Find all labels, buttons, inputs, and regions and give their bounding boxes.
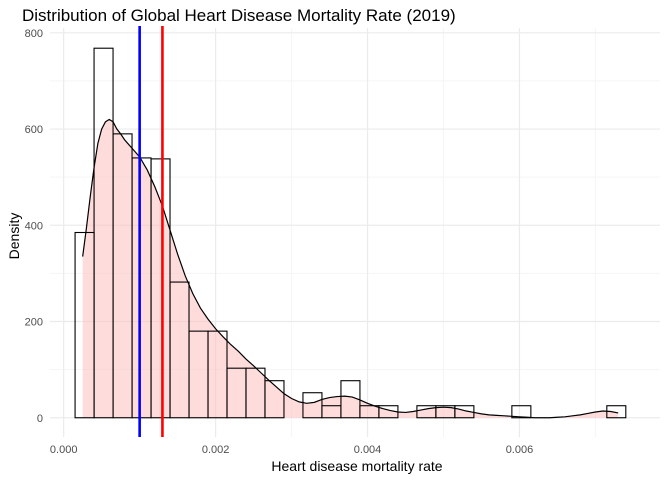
x-tick-label: 0.006 (506, 444, 534, 456)
histogram-bar (511, 405, 532, 419)
x-axis-ticks: 0.000 0.002 0.004 0.006 (50, 444, 533, 456)
density-area (82, 119, 619, 418)
histogram-bar (454, 405, 475, 419)
y-tick-label: 800 (25, 28, 43, 40)
y-tick-label: 400 (25, 220, 43, 232)
y-axis-ticks: 0 200 400 600 800 (25, 28, 43, 425)
chart-title: Distribution of Global Heart Disease Mor… (22, 6, 456, 25)
y-tick-label: 200 (25, 317, 43, 329)
reference-lines (138, 26, 164, 437)
y-tick-label: 600 (25, 124, 43, 136)
x-tick-label: 0.000 (50, 444, 78, 456)
histogram-bar (264, 380, 285, 419)
y-tick-label: 0 (37, 413, 43, 425)
x-tick-label: 0.004 (354, 444, 382, 456)
x-axis-title: Heart disease mortality rate (271, 458, 442, 474)
histogram-bar (340, 380, 361, 419)
x-tick-label: 0.002 (202, 444, 230, 456)
density-curve (82, 118, 619, 419)
y-axis-title: Density (6, 213, 22, 260)
